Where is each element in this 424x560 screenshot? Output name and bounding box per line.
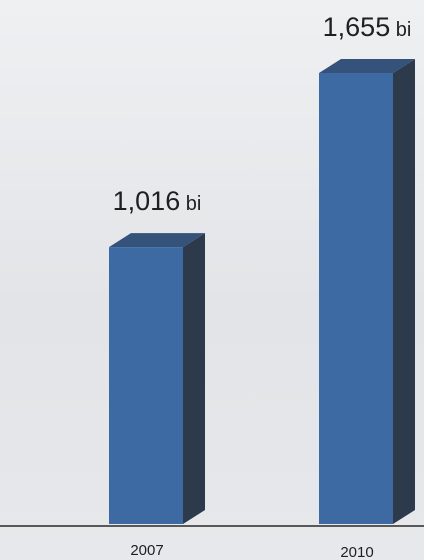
- data-label-unit: bi: [390, 19, 411, 41]
- x-tick-label-2007: 2007: [130, 542, 163, 559]
- bar-2010: [319, 59, 415, 524]
- x-tick-label-2010: 2010: [340, 544, 373, 560]
- data-label-number: 1,655: [323, 12, 391, 42]
- data-label-2010: 1,655 bi: [323, 12, 412, 42]
- bar-front-2010: [319, 73, 393, 524]
- bar-top-2007: [109, 233, 205, 248]
- bar-front-2007: [109, 247, 183, 524]
- bar-side-2007: [183, 233, 205, 524]
- labels-layer: 1,016 bi 2007 1,655 bi 2010: [113, 12, 412, 560]
- bar-2007: [109, 233, 205, 524]
- bar-side-2010: [393, 59, 415, 524]
- bars-layer: [109, 59, 415, 524]
- bar-top-2010: [319, 59, 415, 73]
- data-label-2007: 1,016 bi: [113, 186, 202, 216]
- data-label-unit: bi: [180, 193, 201, 215]
- data-label-number: 1,016: [113, 186, 181, 216]
